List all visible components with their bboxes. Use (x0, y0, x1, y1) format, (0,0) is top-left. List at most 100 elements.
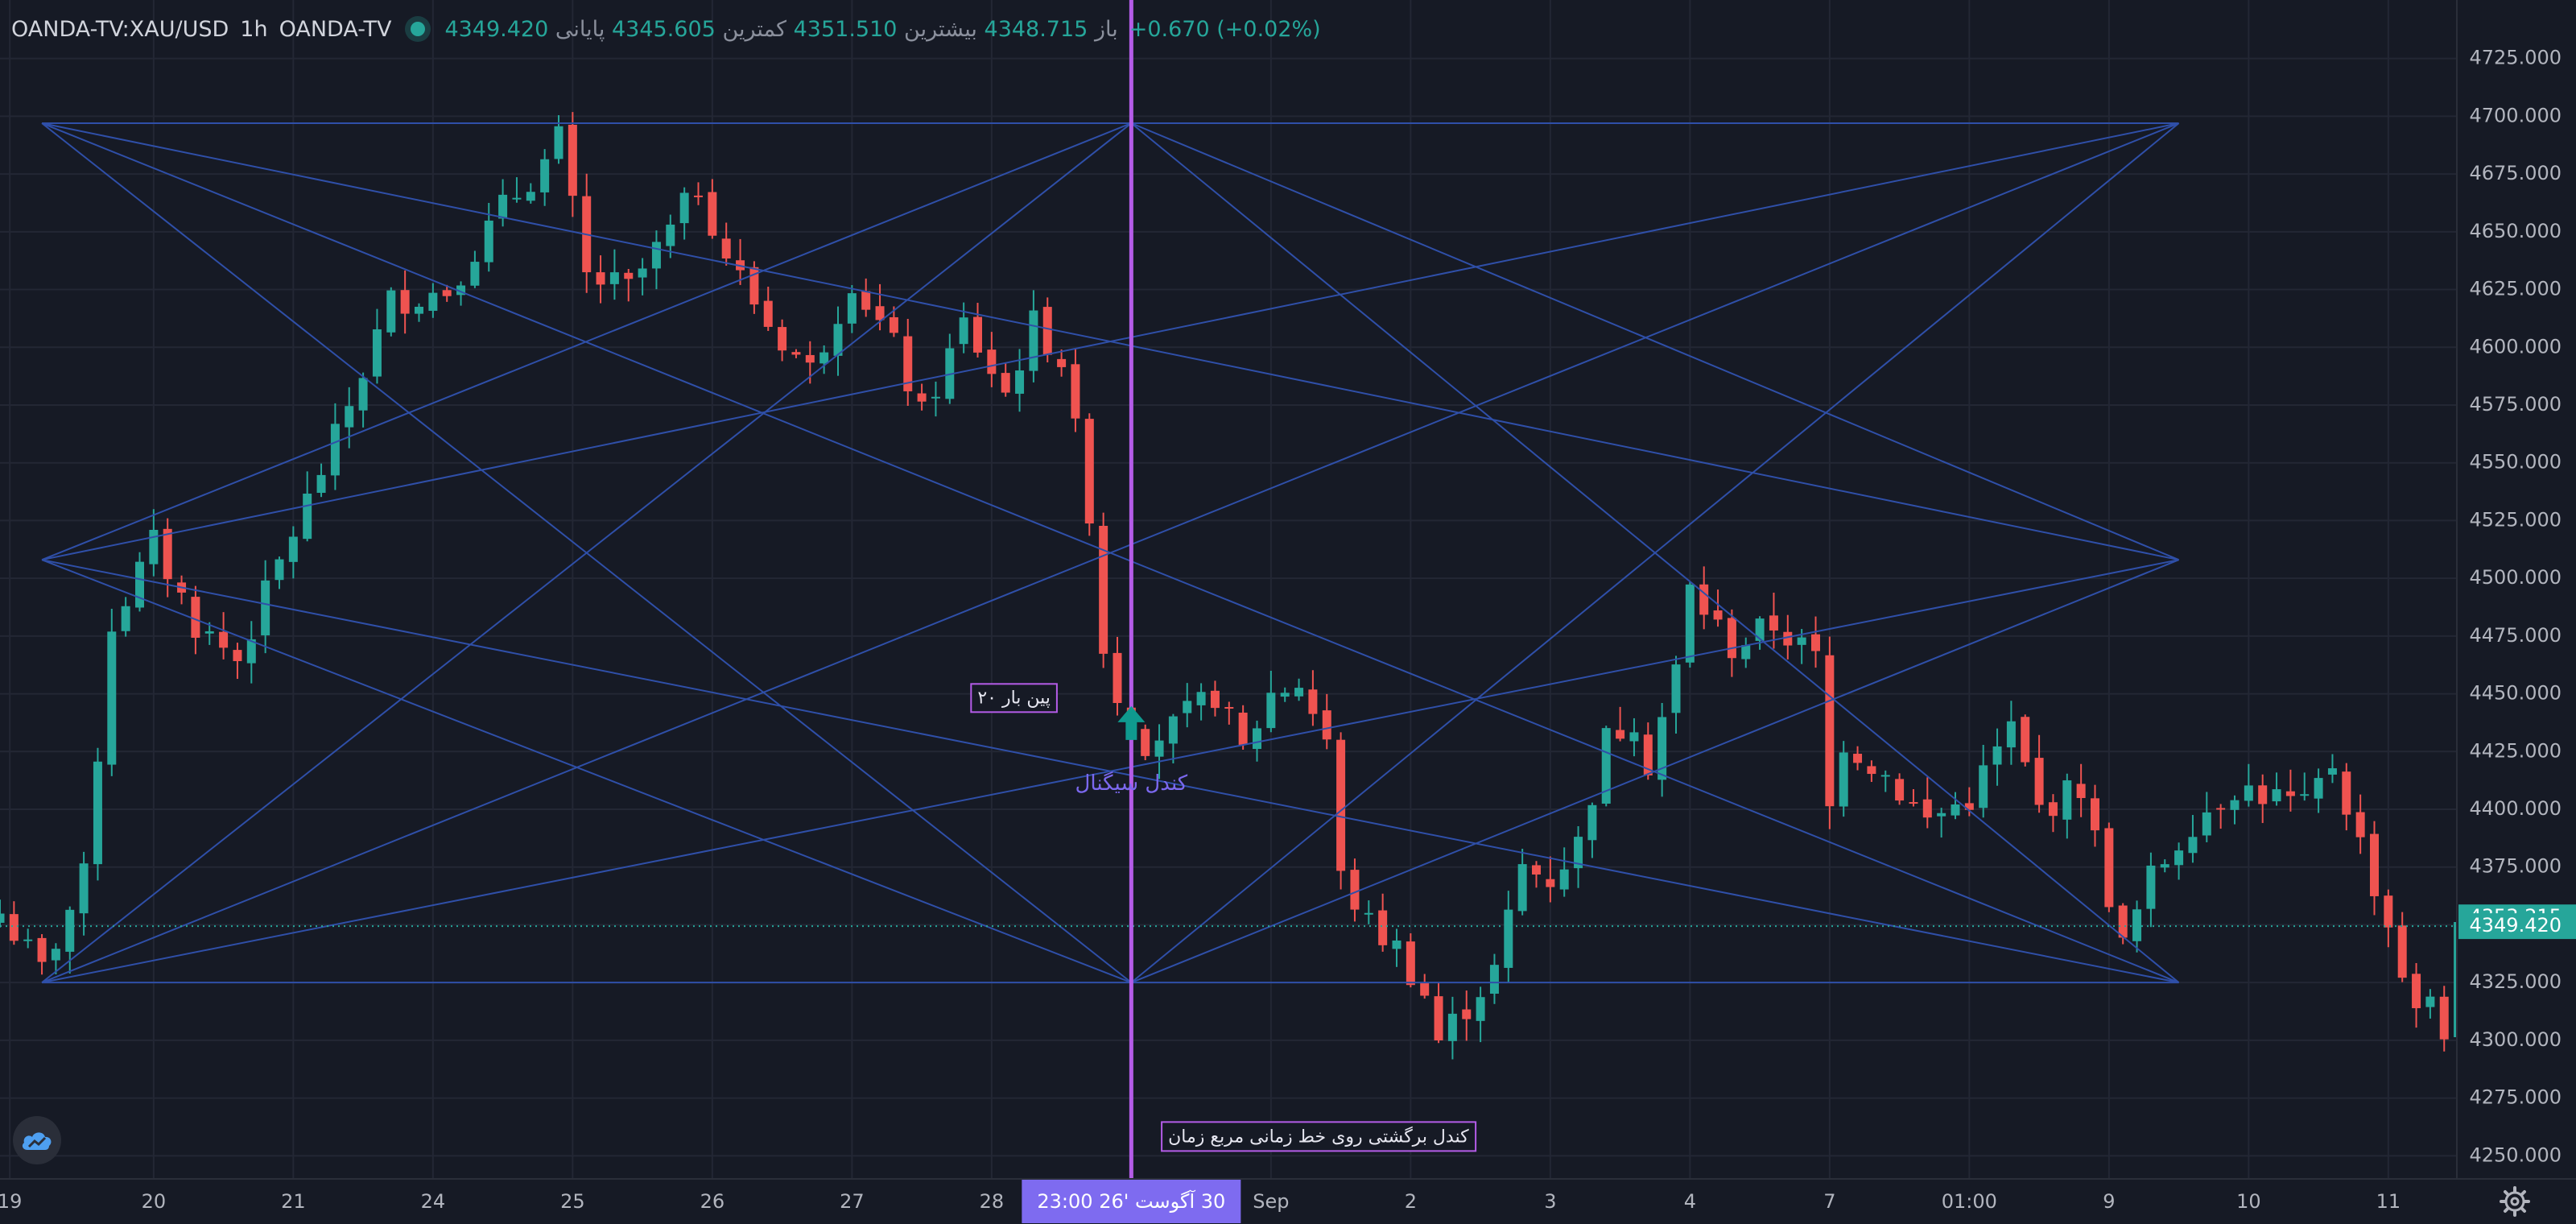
drawing-line (41, 122, 2179, 561)
candle-body (261, 580, 270, 635)
time-tick-label: 11 (2376, 1190, 2401, 1213)
candle-body (1741, 645, 1751, 660)
candle (2188, 815, 2198, 863)
time-tick-label: 2 (1405, 1190, 1417, 1213)
live-status-dot-icon (411, 22, 426, 36)
candle (386, 287, 396, 337)
candle-body (847, 293, 857, 324)
candle-body (596, 272, 605, 285)
candle-body (624, 272, 634, 279)
candle-body (2146, 865, 2156, 909)
time-tick-label: 21 (281, 1190, 306, 1213)
candle-body (987, 349, 997, 374)
gear-icon[interactable] (2499, 1185, 2531, 1218)
candle (442, 284, 452, 302)
candle (1084, 413, 1094, 536)
candle-body (65, 909, 75, 952)
candle-body (1964, 803, 1974, 810)
price-tick-label: 4500.000 (2469, 566, 2562, 589)
candle-body (1671, 664, 1681, 713)
candle-body (428, 292, 438, 311)
high-value: 4351.510 (793, 16, 898, 42)
candle (1447, 996, 1457, 1060)
candle-body (442, 290, 452, 296)
symbol-name[interactable]: OANDA-TV:XAU/USD (11, 16, 229, 42)
candle (861, 278, 871, 317)
time-tick-label: 19 (0, 1190, 22, 1213)
candle (708, 179, 717, 239)
chart-legend-header: OANDA-TV:XAU/USD 1h OANDA-TV باز 4348.71… (11, 11, 1321, 47)
up-arrow-icon (1117, 705, 1146, 740)
candle (1909, 789, 1918, 807)
candle-body (1154, 740, 1164, 757)
cloud-logo-icon[interactable] (13, 1116, 61, 1164)
time-axis-background (0, 1179, 2576, 1224)
candle-body (1755, 618, 1765, 641)
candle-body (1042, 307, 1052, 355)
time-axis: 19 20 21 24 25 26 27 28 Sep 2 3 4 7 01:00 9 10 11 (0, 1190, 2401, 1213)
candle (23, 928, 33, 949)
candle (1629, 717, 1639, 757)
candle-body (1867, 766, 1876, 775)
drawing-line (41, 559, 2179, 984)
low-label: کمترین (722, 16, 787, 42)
candle (9, 901, 19, 945)
candle (2216, 804, 2226, 829)
candle-body (2118, 905, 2128, 938)
candle (1574, 826, 1583, 888)
candle-body (1378, 910, 1388, 945)
price-tick-label: 4275.000 (2469, 1086, 2562, 1109)
candle (2244, 763, 2253, 807)
candle (959, 302, 968, 354)
candle-body (1253, 728, 1261, 750)
candle (0, 899, 5, 928)
cloud-shape (22, 1132, 52, 1150)
candle (694, 182, 703, 205)
drawing-line (1130, 122, 2179, 561)
data-source-label: OANDA-TV (279, 16, 392, 42)
candle (1992, 728, 2002, 786)
candle-body (2132, 909, 2142, 941)
candle-body (79, 863, 89, 914)
candle-body (93, 761, 102, 865)
candle (1504, 891, 1513, 982)
candle-body (1141, 729, 1150, 756)
candle-body (1113, 652, 1122, 704)
candle-body (415, 306, 423, 314)
candle (1727, 609, 1736, 677)
reversal-candle-label-text: کندل برگشتی روی خط زمانی مربع زمان (1168, 1126, 1469, 1147)
candle (1322, 693, 1331, 750)
price-tick-label: 4425.000 (2469, 739, 2562, 762)
candle-body (2174, 850, 2184, 866)
pin-bar-label: پین بار ۲۰ (970, 683, 1058, 713)
candle (1238, 705, 1248, 750)
candle-body (1685, 584, 1695, 663)
candle-body (1727, 618, 1736, 659)
candle (931, 381, 940, 417)
candle-body (763, 300, 773, 327)
candle-body (609, 272, 619, 284)
candle-body (2202, 812, 2211, 836)
candle (121, 597, 130, 637)
candle-body (1992, 746, 2002, 765)
candle-body (1392, 940, 1402, 949)
candle-body (1937, 813, 1946, 817)
candle (2034, 734, 2044, 813)
candle (1029, 290, 1038, 382)
candle (651, 230, 661, 290)
candle (1253, 720, 1261, 762)
interval-label[interactable]: 1h (240, 16, 268, 42)
reversal-candle-label: کندل برگشتی روی خط زمانی مربع زمان (1161, 1121, 1477, 1152)
candle (1839, 741, 1848, 817)
candle-body (973, 316, 982, 353)
candle-body (1322, 710, 1331, 740)
candle (149, 509, 159, 577)
candle (609, 249, 619, 300)
current-price-tag-text: 4349.420 (2469, 914, 2562, 937)
drawing-line (1130, 122, 2180, 983)
candle-body (540, 159, 550, 192)
time-tick-label: 4 (1684, 1190, 1696, 1213)
current-price-tag-box (2458, 913, 2576, 940)
